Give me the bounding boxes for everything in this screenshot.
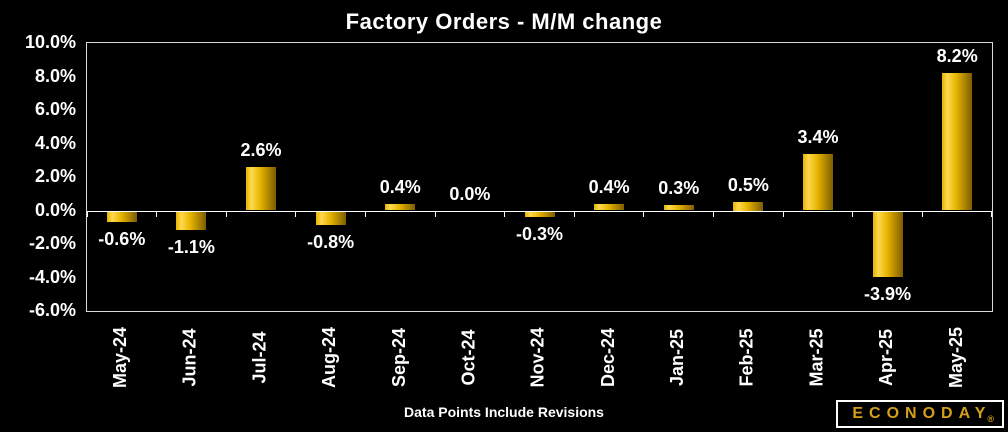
axis-tick — [295, 210, 297, 217]
bar-value-label: -0.6% — [98, 228, 146, 249]
axis-tick — [87, 210, 88, 217]
bar — [802, 153, 833, 211]
bar-value-label: 0.0% — [449, 183, 491, 204]
y-axis-label: -4.0% — [28, 266, 76, 287]
x-axis-label: Jul-24 — [225, 316, 295, 398]
bar — [594, 203, 625, 211]
x-axis-label-text: Jan-25 — [667, 328, 688, 386]
x-axis-label-text: Mar-25 — [806, 327, 827, 387]
axis-tick — [713, 210, 715, 217]
bar — [106, 211, 137, 222]
x-axis-label: Sep-24 — [364, 316, 434, 398]
axis-tick — [156, 210, 158, 217]
axis-tick — [643, 210, 645, 217]
bar — [176, 211, 207, 230]
x-axis-label-text: Jul-24 — [249, 330, 270, 384]
econoday-logo-text: ECONODAY — [852, 405, 992, 422]
x-axis-label: Apr-25 — [852, 316, 922, 398]
bar — [733, 202, 764, 211]
bar-value-label: -3.9% — [864, 283, 912, 304]
x-axis-label-text: Apr-25 — [876, 328, 897, 386]
x-axis-label: Oct-24 — [434, 316, 504, 398]
x-axis-label: Mar-25 — [782, 316, 852, 398]
bar — [246, 166, 277, 211]
bar — [942, 73, 973, 211]
bar-value-label: 0.4% — [379, 176, 421, 197]
x-axis-label: May-25 — [921, 316, 991, 398]
axis-tick — [504, 210, 506, 217]
bar-value-label: 0.5% — [727, 175, 769, 196]
x-axis-label: May-24 — [86, 316, 156, 398]
bar — [385, 203, 416, 211]
x-axis-label: Aug-24 — [295, 316, 365, 398]
bar — [872, 211, 903, 277]
axis-tick — [573, 210, 575, 217]
bar-value-label: 0.3% — [658, 178, 700, 199]
y-axis-label: 2.0% — [34, 166, 76, 186]
x-axis-zero-line — [87, 210, 992, 212]
x-axis-label-text: Aug-24 — [319, 326, 340, 388]
x-axis-label-text: May-25 — [945, 326, 966, 388]
axis-tick — [852, 210, 854, 217]
axis-tick — [991, 210, 992, 217]
x-axis-label: Nov-24 — [504, 316, 574, 398]
footer-note: Data Points Include Revisions — [404, 404, 604, 420]
x-axis-label: Jan-25 — [643, 316, 713, 398]
y-axis-label: -2.0% — [28, 233, 76, 253]
bar-value-label: 3.4% — [797, 126, 839, 147]
bar-value-label: 0.4% — [588, 176, 630, 197]
y-axis-label: 4.0% — [34, 132, 76, 153]
y-axis-label: 8.0% — [34, 65, 76, 86]
axis-tick — [434, 210, 436, 217]
x-axis-label-text: Nov-24 — [527, 326, 548, 388]
bar — [315, 211, 346, 225]
y-axis-label: 10.0% — [24, 32, 76, 52]
axis-tick — [225, 210, 227, 217]
bar-value-label: -0.3% — [515, 223, 564, 244]
bar-value-label: -0.8% — [307, 231, 355, 252]
axis-tick — [782, 210, 784, 217]
bar — [663, 205, 694, 211]
x-axis-label-text: Oct-24 — [458, 328, 479, 386]
y-axis-label: 6.0% — [34, 99, 76, 119]
axis-tick — [921, 210, 923, 217]
x-axis-label-text: Sep-24 — [388, 327, 409, 387]
chart-title: Factory Orders - M/M change — [345, 9, 663, 34]
x-axis-label-text: Jun-24 — [179, 327, 200, 387]
bar-value-label: 2.6% — [240, 139, 282, 160]
econoday-logo: ECONODAY ® — [836, 400, 1004, 428]
registered-trademark-icon: ® — [987, 414, 994, 424]
x-axis-label-text: Feb-25 — [736, 327, 757, 387]
x-axis-label-text: Dec-24 — [597, 327, 618, 387]
x-axis-label: Dec-24 — [573, 316, 643, 398]
y-axis-label: 0.0% — [34, 199, 76, 220]
bar-value-label: 8.2% — [936, 46, 978, 67]
y-axis-label: -6.0% — [28, 300, 76, 320]
x-axis-label: Feb-25 — [713, 316, 783, 398]
x-axis-label-text: May-24 — [110, 326, 131, 388]
bar-value-label: -1.1% — [167, 236, 215, 257]
axis-tick — [364, 210, 366, 217]
plot-area: -0.6% -1.1% 2.6% -0.8% 0.4% 0.0% -0.3% 0.4% 0.3%… — [86, 42, 993, 312]
bar — [524, 211, 555, 217]
x-axis-label: Jun-24 — [156, 316, 226, 398]
